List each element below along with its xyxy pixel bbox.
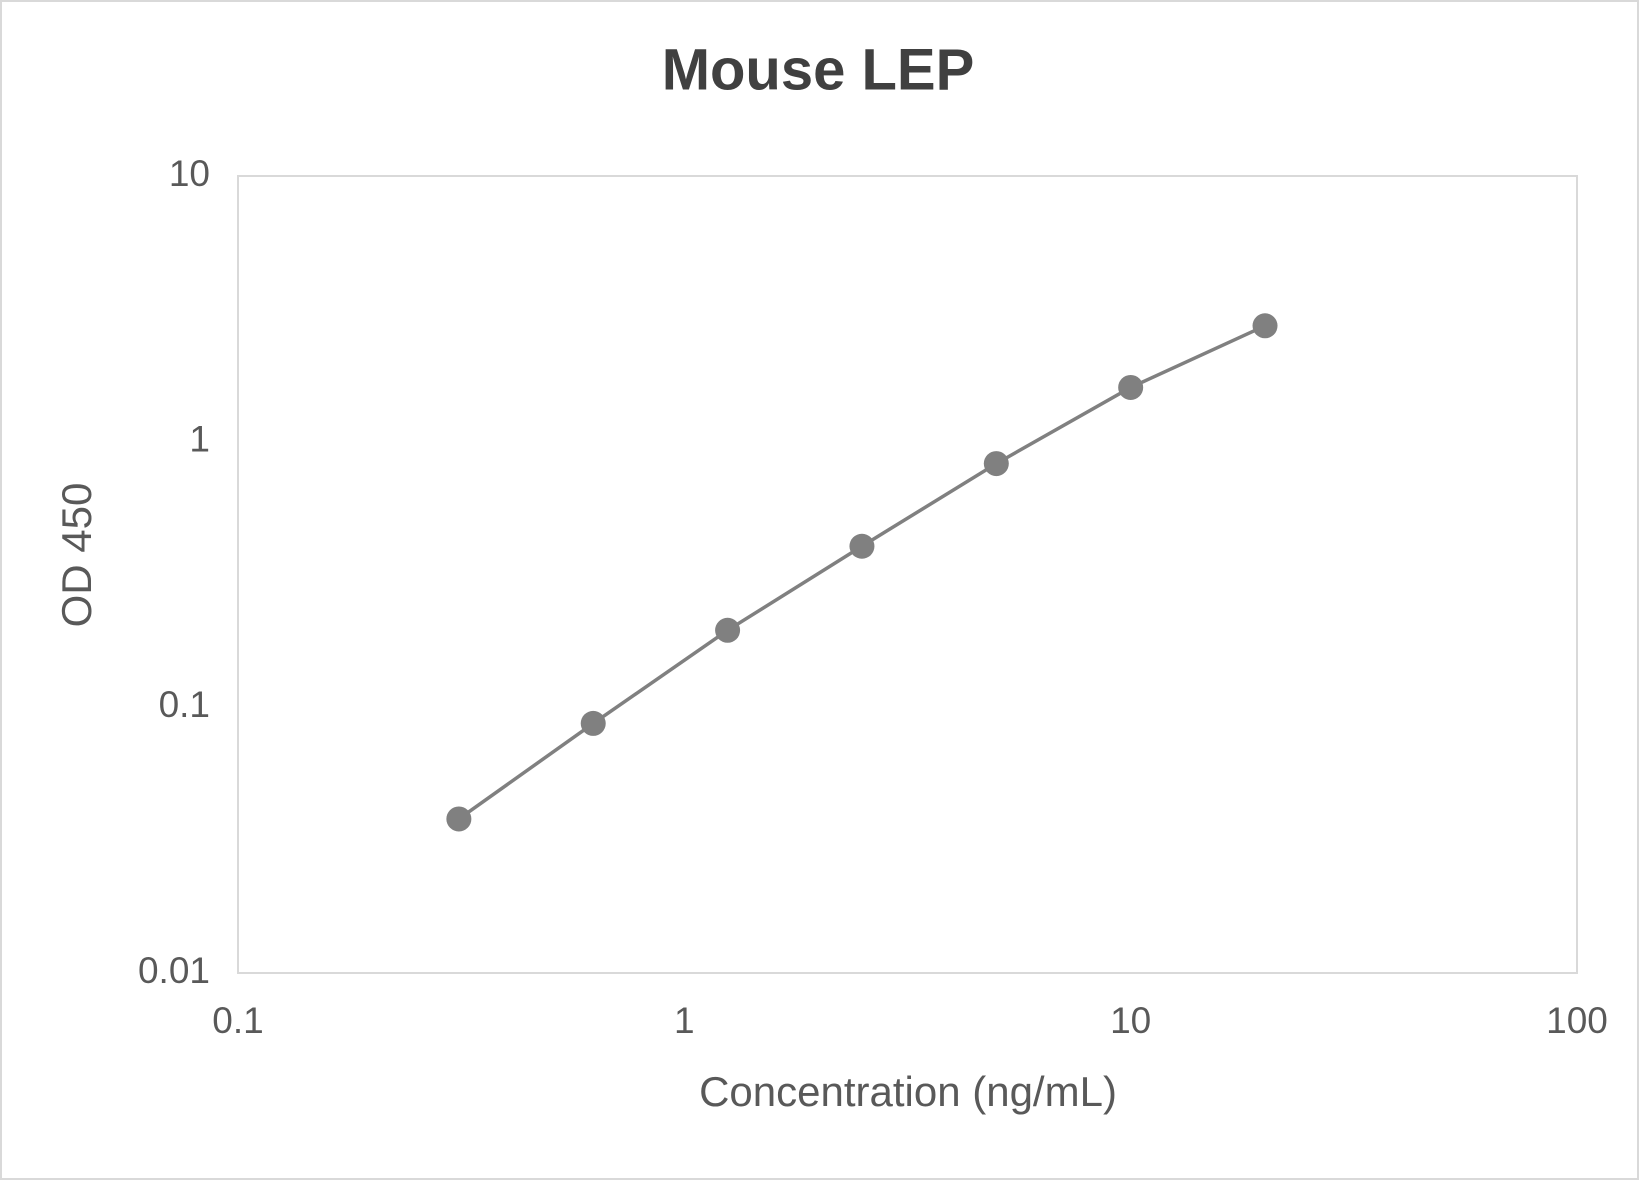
- x-tick-label: 1: [674, 1000, 695, 1041]
- data-point: [1118, 374, 1144, 400]
- plot-area: [237, 175, 1578, 974]
- x-tick-label: 10: [1110, 1000, 1151, 1041]
- data-point: [446, 806, 472, 832]
- y-tick-label: 1: [189, 418, 210, 459]
- data-point: [849, 533, 875, 559]
- data-point: [1252, 313, 1278, 339]
- x-tick-label: 0.1: [212, 1000, 263, 1041]
- chart-title: Mouse LEP: [662, 37, 975, 102]
- y-tick-label: 0.1: [159, 684, 210, 725]
- y-tick-label: 10: [169, 153, 210, 194]
- data-point: [580, 710, 606, 736]
- y-axis-label: OD 450: [53, 483, 100, 628]
- y-tick-label: 0.01: [138, 950, 210, 991]
- data-point: [983, 451, 1009, 477]
- x-tick-label: 100: [1546, 1000, 1608, 1041]
- data-point: [715, 617, 741, 643]
- x-axis-label: Concentration (ng/mL): [699, 1068, 1117, 1115]
